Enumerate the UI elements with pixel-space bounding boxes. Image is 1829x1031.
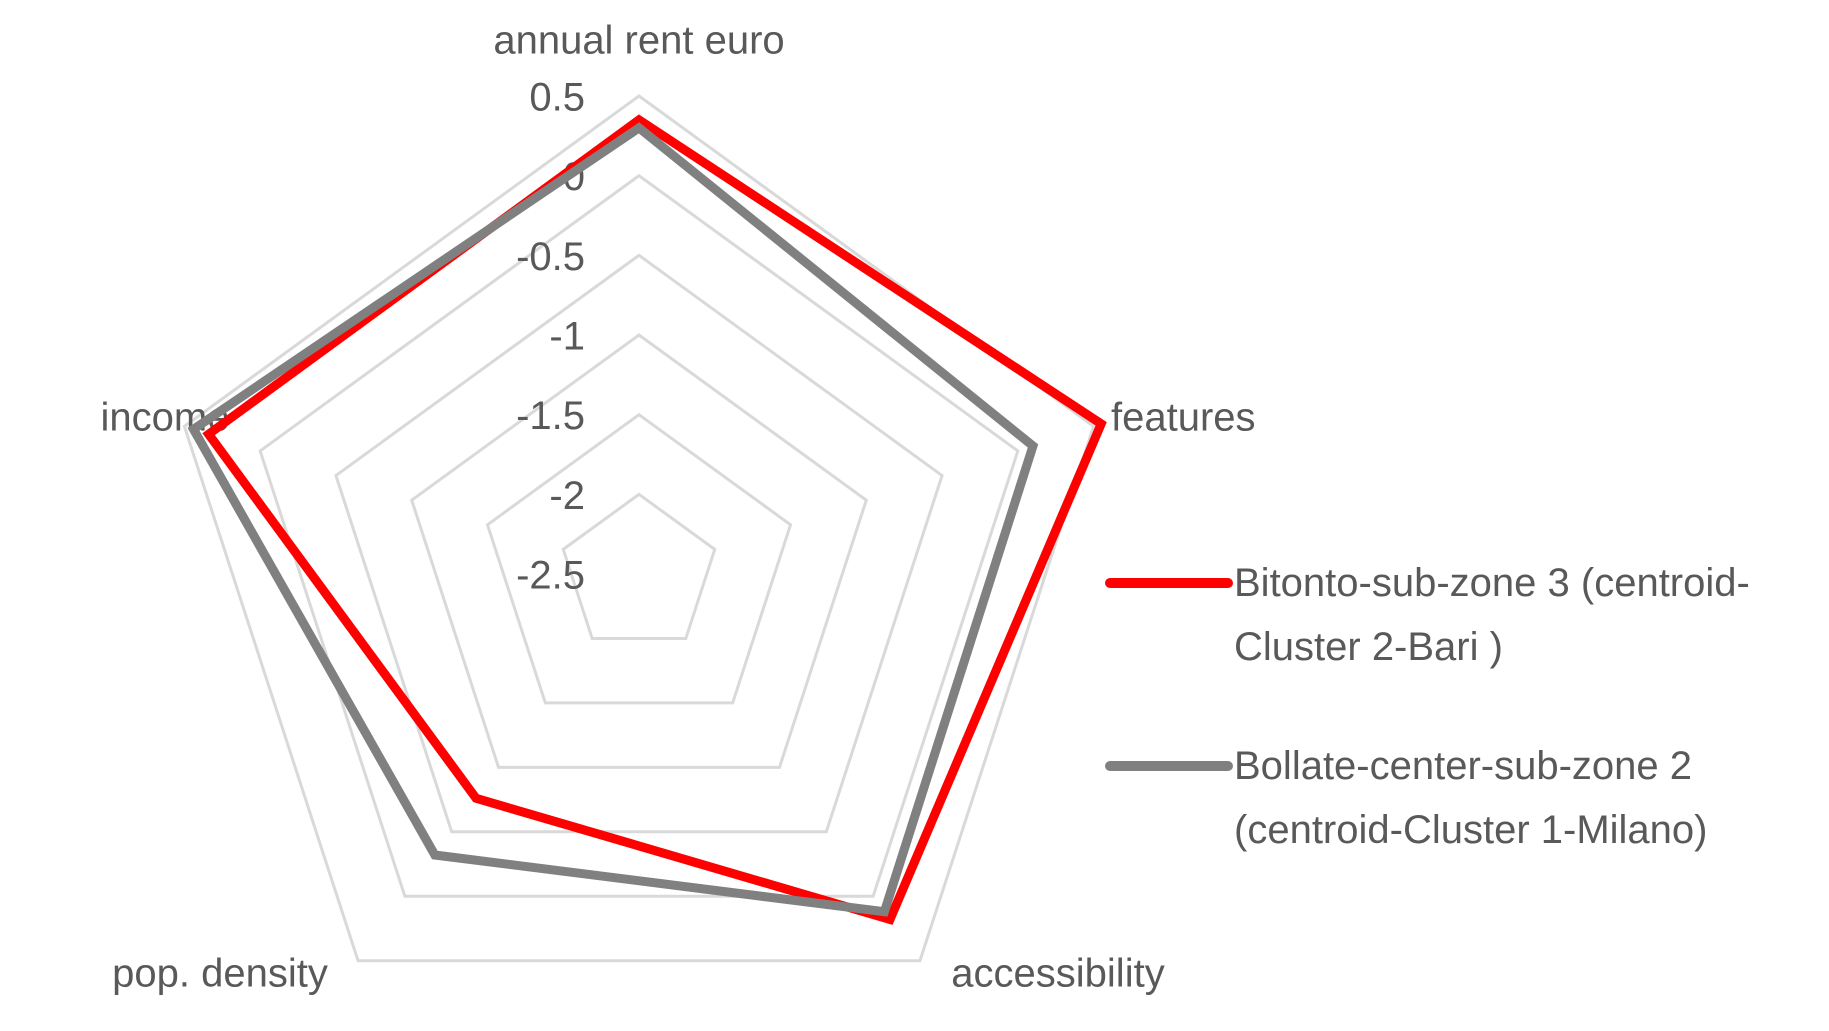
grid-ring xyxy=(334,253,944,834)
tick-label: -2.5 xyxy=(516,554,585,598)
legend-label: Bitonto-sub-zone 3 (centroid-Cluster 2-B… xyxy=(1234,561,1750,669)
tick-label: -1 xyxy=(549,315,585,359)
grid-ring xyxy=(561,492,717,640)
axis-label: annual rent euro xyxy=(493,19,784,63)
tick-label: -0.5 xyxy=(516,235,585,279)
legend-label: Bollate-center-sub-zone 2 (centroid-Clus… xyxy=(1234,744,1708,852)
axis-label: pop. density xyxy=(112,952,328,996)
tick-label: -1.5 xyxy=(516,394,585,438)
grid-ring xyxy=(258,173,1020,898)
axis-label: features xyxy=(1111,396,1256,440)
tick-label: -2 xyxy=(549,474,585,518)
grid-ring xyxy=(409,333,869,769)
series-line xyxy=(187,122,1039,917)
tick-label: 0.5 xyxy=(529,76,585,120)
series-line xyxy=(202,114,1107,925)
grid-ring xyxy=(485,412,793,705)
axis-label: accessibility xyxy=(951,952,1164,996)
